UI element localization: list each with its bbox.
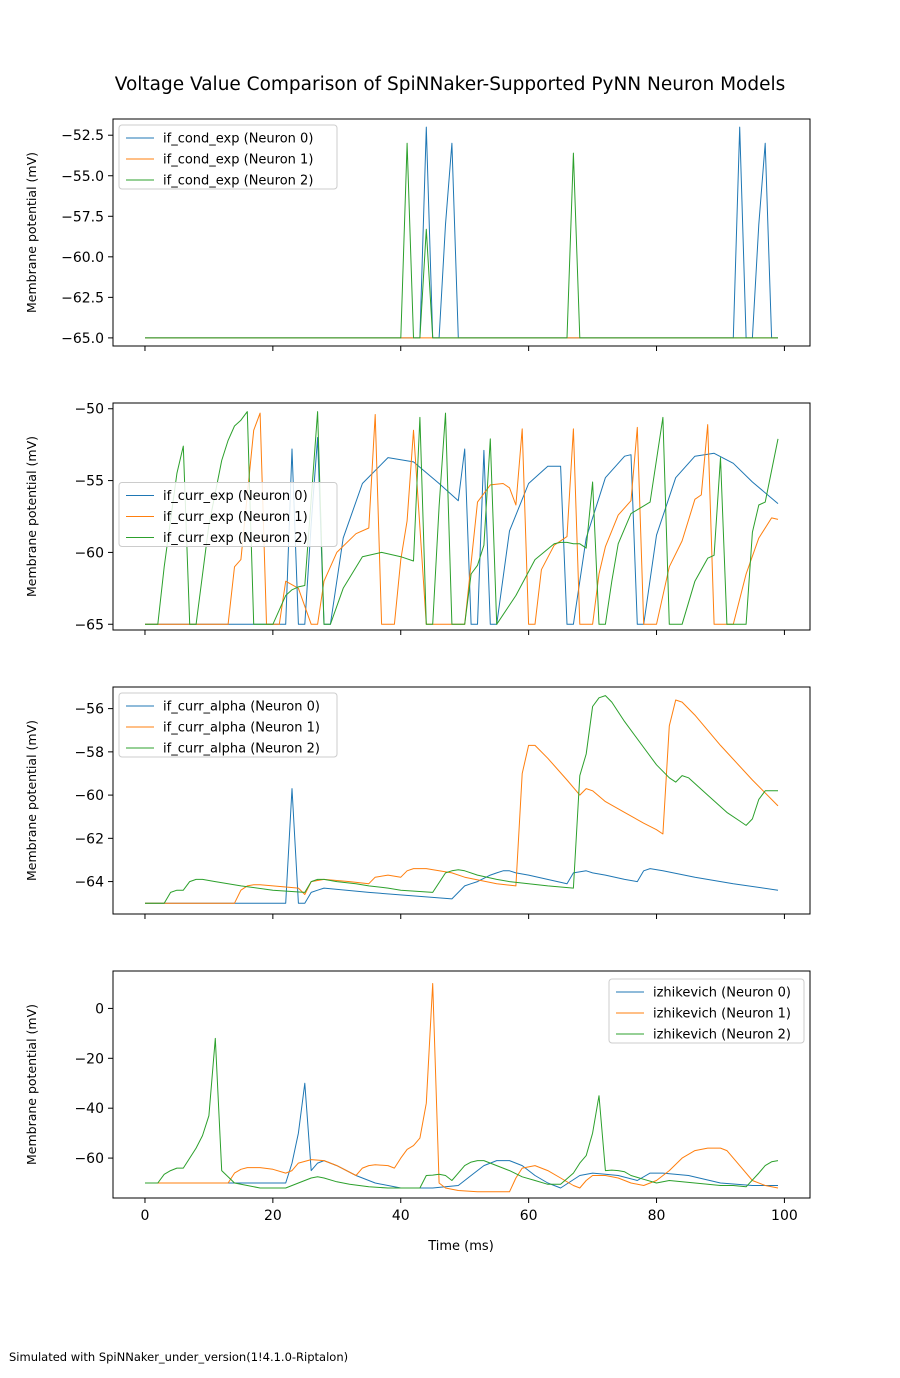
- axes-frame: [112, 118, 811, 347]
- legend-label-3: if_cond_exp (Neuron 2): [163, 174, 313, 189]
- x-tick-label: 60: [520, 1208, 538, 1224]
- axes-frame: [112, 970, 811, 1199]
- y-tick-label: −62.5: [61, 290, 104, 306]
- series-line-3: [145, 1037, 779, 1189]
- x-tick-label: 20: [264, 1208, 282, 1224]
- y-tick-label: −65: [74, 617, 104, 633]
- axes-frame: [112, 402, 811, 631]
- y-tick-label: −56: [74, 702, 104, 718]
- y-tick-label: −55.0: [61, 169, 104, 185]
- y-tick-label: −65.0: [61, 331, 104, 347]
- legend-label-3: if_curr_exp (Neuron 2): [163, 531, 308, 546]
- legend-label-3: if_curr_alpha (Neuron 2): [163, 742, 320, 757]
- series-line-3: [145, 411, 779, 625]
- y-tick-label: −60: [74, 1151, 104, 1167]
- y-axis-label: Membrane potential (mV): [24, 1004, 39, 1165]
- y-tick-label: −55: [74, 474, 104, 490]
- y-tick-label: −58: [74, 745, 104, 761]
- legend: if_curr_alpha (Neuron 0) if_curr_alpha (N…: [118, 692, 338, 758]
- series-line-2: [145, 412, 779, 625]
- x-tick-label: 100: [771, 1208, 798, 1224]
- series-line-3: [145, 142, 778, 339]
- legend-label-3: izhikevich (Neuron 2): [653, 1028, 791, 1043]
- y-tick-label: −64: [74, 875, 104, 891]
- y-tick-label: −57.5: [61, 209, 104, 225]
- series-line-1: [145, 1082, 778, 1189]
- y-tick-label: −60.0: [61, 250, 104, 266]
- legend-label-1: izhikevich (Neuron 0): [653, 986, 791, 1001]
- panel-3: −64 −62 −60 −58 −56 Membrane potential (mV) if…: [24, 686, 811, 919]
- series-line-2: [145, 699, 779, 904]
- y-tick-label: −60: [74, 545, 104, 561]
- legend-box: [118, 124, 338, 190]
- panel-2: −65 −60 −55 −50 Membrane potential (mV) if_cu…: [24, 402, 811, 635]
- legend-label-1: if_curr_alpha (Neuron 0): [163, 700, 320, 715]
- legend: izhikevich (Neuron 0) izhikevich (Neuron …: [608, 978, 805, 1044]
- y-axis-label: Membrane potential (mV): [24, 720, 39, 881]
- x-tick-label: 80: [648, 1208, 666, 1224]
- legend-label-1: if_curr_exp (Neuron 0): [163, 489, 308, 504]
- legend-box: [118, 482, 338, 547]
- y-tick-label: −50: [74, 402, 104, 418]
- panel-1: −65.0 −62.5 −60.0 −57.5 −55.0 −52.5 Membrane p…: [24, 118, 811, 351]
- legend: if_curr_exp (Neuron 0) if_curr_exp (Neuro…: [118, 482, 338, 547]
- y-tick-label: −62: [74, 831, 104, 847]
- legend-box: [118, 692, 338, 758]
- panel-4: 0 20 40 60 80 100 −60 −40 −20 0 Membrane potential…: [24, 970, 811, 1224]
- legend-label-2: izhikevich (Neuron 1): [653, 1007, 791, 1022]
- axes-frame: [112, 686, 811, 915]
- x-tick-label: 0: [141, 1208, 150, 1224]
- y-tick-label: −40: [74, 1101, 104, 1117]
- y-tick-label: −60: [74, 788, 104, 804]
- series-line-2: [145, 983, 779, 1193]
- y-axis-label: Membrane potential (mV): [24, 152, 39, 313]
- legend-box: [608, 978, 805, 1044]
- legend-label-1: if_cond_exp (Neuron 0): [163, 132, 313, 147]
- legend-label-2: if_curr_exp (Neuron 1): [163, 510, 308, 525]
- version-footer: Simulated with SpiNNaker_under_version(1…: [9, 1350, 349, 1364]
- legend-label-2: if_curr_alpha (Neuron 1): [163, 721, 320, 736]
- series-line-1: [145, 788, 779, 904]
- series-line-3: [145, 695, 778, 904]
- figure-title: Voltage Value Comparison of SpiNNaker-Su…: [115, 74, 786, 95]
- legend: if_cond_exp (Neuron 0) if_cond_exp (Neuro…: [118, 124, 338, 190]
- x-tick-label: 40: [392, 1208, 410, 1224]
- y-axis-label: Membrane potential (mV): [24, 436, 39, 597]
- x-axis-label: Time (ms): [427, 1239, 494, 1254]
- y-tick-label: 0: [95, 1001, 104, 1017]
- y-tick-label: −52.5: [61, 128, 104, 144]
- legend-label-2: if_cond_exp (Neuron 1): [163, 153, 313, 168]
- y-tick-label: −20: [74, 1051, 104, 1067]
